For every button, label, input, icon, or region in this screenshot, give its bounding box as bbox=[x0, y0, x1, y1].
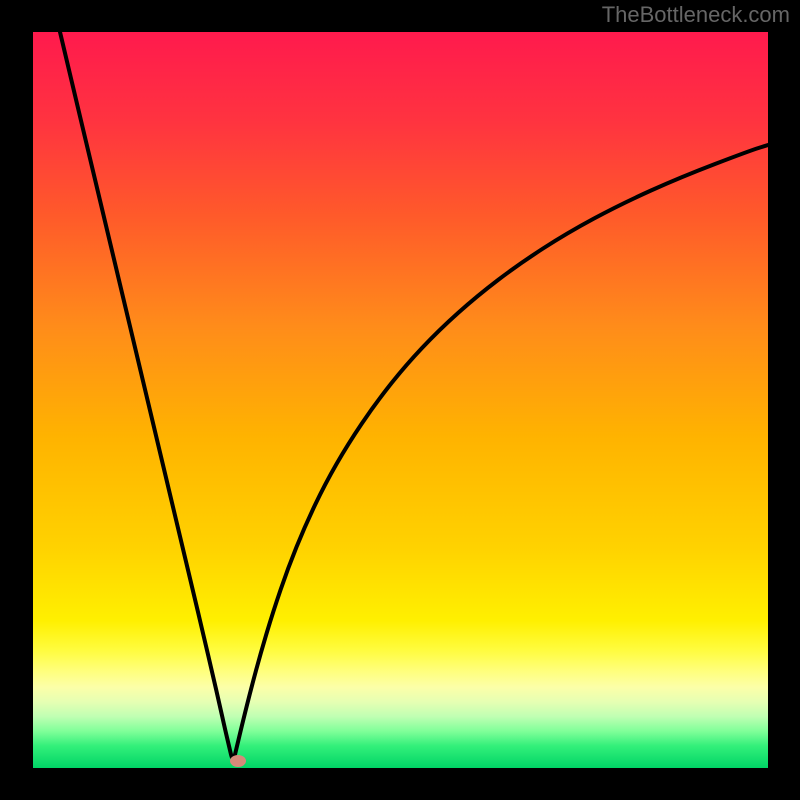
minimum-marker bbox=[230, 755, 246, 767]
attribution-text: TheBottleneck.com bbox=[602, 2, 790, 28]
plot-area bbox=[33, 32, 768, 768]
bottleneck-curve bbox=[33, 32, 768, 768]
chart-container: TheBottleneck.com bbox=[0, 0, 800, 800]
